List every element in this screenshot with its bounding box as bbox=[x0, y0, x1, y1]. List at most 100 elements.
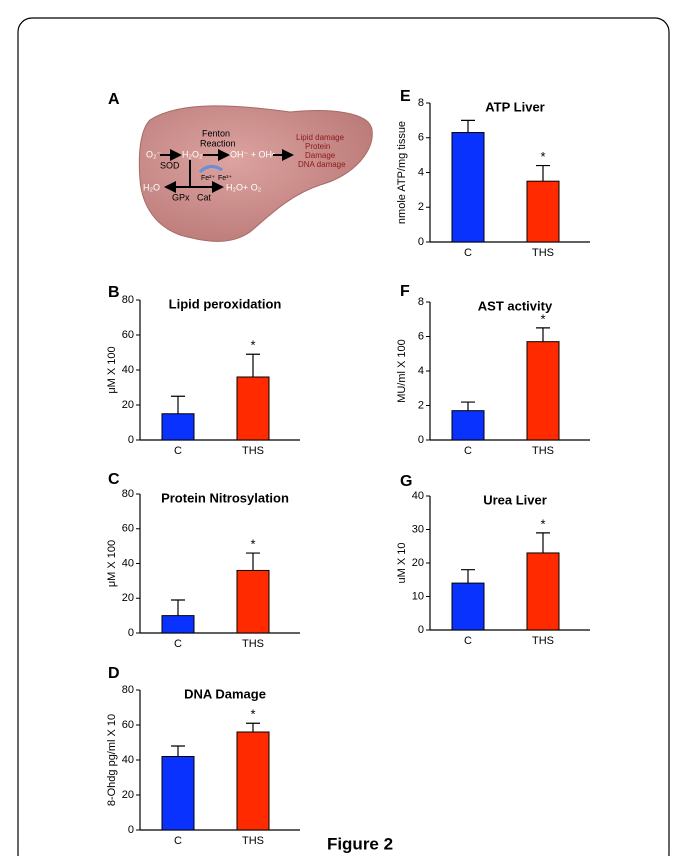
y-axis-label: nmole ATP/mg tissue bbox=[396, 121, 408, 224]
y-tick-label: 20 bbox=[122, 399, 134, 411]
error-bar bbox=[171, 600, 185, 616]
chart-title: Protein Nitrosylation bbox=[161, 490, 289, 505]
panel-label: D bbox=[108, 665, 120, 682]
y-tick-label: 2 bbox=[418, 399, 424, 411]
y-tick-label: 40 bbox=[122, 754, 134, 766]
chart-title: DNA Damage bbox=[184, 686, 266, 701]
panel-label: A bbox=[108, 91, 120, 108]
diagram: A O₂⁻ SOD H₂O₂ Fenton Reaction OH⁻ + OH•… bbox=[108, 91, 372, 241]
y-tick-label: 4 bbox=[418, 166, 424, 178]
error-bar bbox=[536, 533, 550, 553]
y-tick-label: 40 bbox=[412, 490, 424, 502]
y-tick-label: 10 bbox=[412, 590, 424, 602]
y-tick-label: 4 bbox=[418, 365, 424, 377]
significance-label: * bbox=[540, 149, 545, 164]
bar bbox=[527, 181, 559, 242]
bar bbox=[237, 570, 269, 633]
chart-title: Lipid peroxidation bbox=[169, 296, 282, 311]
y-tick-label: 40 bbox=[122, 364, 134, 376]
bar bbox=[237, 732, 269, 830]
significance-label: * bbox=[250, 338, 255, 353]
error-bar bbox=[461, 402, 475, 411]
figure: A O₂⁻ SOD H₂O₂ Fenton Reaction OH⁻ + OH•… bbox=[0, 0, 683, 856]
y-axis-label: μM X 100 bbox=[106, 346, 118, 393]
y-tick-label: 0 bbox=[418, 434, 424, 446]
y-tick-label: 60 bbox=[122, 523, 134, 535]
y-tick-label: 20 bbox=[412, 557, 424, 569]
diagram-text: Fe³⁺ bbox=[218, 175, 233, 182]
diagram-text: GPx bbox=[172, 192, 190, 202]
panel-label: F bbox=[400, 283, 410, 300]
diagram-text: Lipid damage bbox=[296, 133, 345, 142]
x-tick-label: C bbox=[174, 445, 182, 457]
y-tick-label: 0 bbox=[418, 236, 424, 248]
y-tick-label: 20 bbox=[122, 789, 134, 801]
y-tick-label: 80 bbox=[122, 684, 134, 696]
error-bar bbox=[246, 553, 260, 570]
diagram-text: H₂O bbox=[143, 182, 160, 192]
y-tick-label: 80 bbox=[122, 294, 134, 306]
diagram-text: Reaction bbox=[200, 138, 236, 148]
y-tick-label: 6 bbox=[418, 330, 424, 342]
y-tick-label: 30 bbox=[412, 523, 424, 535]
y-tick-label: 80 bbox=[122, 488, 134, 500]
y-axis-label: 8-Ohdg pg/ml X 10 bbox=[106, 714, 118, 806]
y-tick-label: 2 bbox=[418, 201, 424, 213]
y-tick-label: 0 bbox=[418, 624, 424, 636]
diagram-text: OH⁻ + OH• bbox=[230, 149, 275, 159]
panel-label: G bbox=[400, 473, 412, 490]
x-tick-label: C bbox=[464, 635, 472, 647]
figure-caption: Figure 2 bbox=[327, 834, 393, 853]
x-tick-label: THS bbox=[242, 835, 264, 847]
x-tick-label: THS bbox=[242, 445, 264, 457]
error-bar bbox=[246, 354, 260, 377]
y-axis-label: uM X 10 bbox=[396, 543, 408, 584]
chart: D DNA Damage 0 20 40 60 80 8-Ohdg pg/ml X 10 C * T… bbox=[106, 665, 300, 847]
chart: BLipid peroxidation020406080μM X 100C*TH… bbox=[106, 284, 300, 457]
bar bbox=[162, 757, 194, 831]
bar bbox=[162, 414, 194, 440]
liver bbox=[139, 106, 372, 242]
significance-label: * bbox=[250, 537, 255, 552]
y-tick-label: 0 bbox=[128, 627, 134, 639]
y-tick-label: 60 bbox=[122, 719, 134, 731]
diagram-text: O₂⁻ bbox=[146, 149, 161, 159]
y-tick-label: 0 bbox=[128, 824, 134, 836]
x-tick-label: THS bbox=[532, 247, 554, 259]
bar bbox=[452, 133, 484, 242]
y-tick-label: 8 bbox=[418, 97, 424, 109]
x-tick-label: THS bbox=[242, 638, 264, 650]
chart-title: ATP Liver bbox=[485, 99, 544, 114]
y-tick-label: 6 bbox=[418, 132, 424, 144]
panel-label: E bbox=[400, 88, 411, 105]
significance-label: * bbox=[540, 516, 545, 531]
x-tick-label: C bbox=[464, 247, 472, 259]
x-tick-label: C bbox=[174, 835, 182, 847]
diagram-text: Damage bbox=[305, 151, 336, 160]
bar bbox=[452, 583, 484, 630]
error-bar bbox=[461, 570, 475, 583]
bar bbox=[527, 342, 559, 440]
x-tick-label: C bbox=[464, 445, 472, 457]
error-bar bbox=[461, 120, 475, 132]
bar bbox=[527, 553, 559, 630]
error-bar bbox=[536, 166, 550, 182]
diagram-text: Fe²⁺ bbox=[201, 175, 216, 182]
y-tick-label: 0 bbox=[128, 434, 134, 446]
error-bar bbox=[171, 396, 185, 414]
significance-label: * bbox=[250, 707, 255, 722]
error-bar bbox=[536, 328, 550, 342]
diagram-text: SOD bbox=[160, 160, 180, 170]
y-tick-label: 40 bbox=[122, 557, 134, 569]
panel-label: C bbox=[108, 471, 120, 488]
error-bar bbox=[171, 746, 185, 757]
chart: E ATP Liver 0 2 4 6 8 nmole ATP/mg tissue C * THS bbox=[396, 88, 590, 259]
significance-label: * bbox=[540, 311, 545, 326]
x-tick-label: THS bbox=[532, 445, 554, 457]
diagram-text: Protein bbox=[305, 142, 330, 151]
y-axis-label: μM X 100 bbox=[106, 540, 118, 587]
x-tick-label: THS bbox=[532, 635, 554, 647]
